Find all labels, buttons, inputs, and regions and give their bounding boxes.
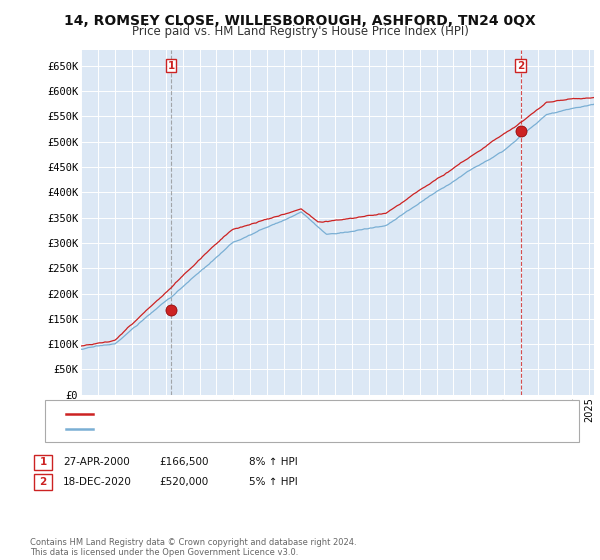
Text: 27-APR-2000: 27-APR-2000 [63,457,130,467]
Text: 14, ROMSEY CLOSE, WILLESBOROUGH, ASHFORD, TN24 0QX (detached house): 14, ROMSEY CLOSE, WILLESBOROUGH, ASHFORD… [99,409,485,419]
Text: 18-DEC-2020: 18-DEC-2020 [63,477,132,487]
Text: 5% ↑ HPI: 5% ↑ HPI [249,477,298,487]
Text: 2: 2 [517,60,524,71]
Text: Price paid vs. HM Land Registry's House Price Index (HPI): Price paid vs. HM Land Registry's House … [131,25,469,38]
Text: 2: 2 [40,477,47,487]
Text: 1: 1 [40,457,47,467]
Text: 8% ↑ HPI: 8% ↑ HPI [249,457,298,467]
Text: HPI: Average price, detached house, Ashford: HPI: Average price, detached house, Ashf… [99,424,317,435]
Text: £166,500: £166,500 [159,457,209,467]
Text: 1: 1 [167,60,175,71]
Text: Contains HM Land Registry data © Crown copyright and database right 2024.
This d: Contains HM Land Registry data © Crown c… [30,538,356,557]
Text: £520,000: £520,000 [159,477,208,487]
Text: 14, ROMSEY CLOSE, WILLESBOROUGH, ASHFORD, TN24 0QX: 14, ROMSEY CLOSE, WILLESBOROUGH, ASHFORD… [64,14,536,28]
